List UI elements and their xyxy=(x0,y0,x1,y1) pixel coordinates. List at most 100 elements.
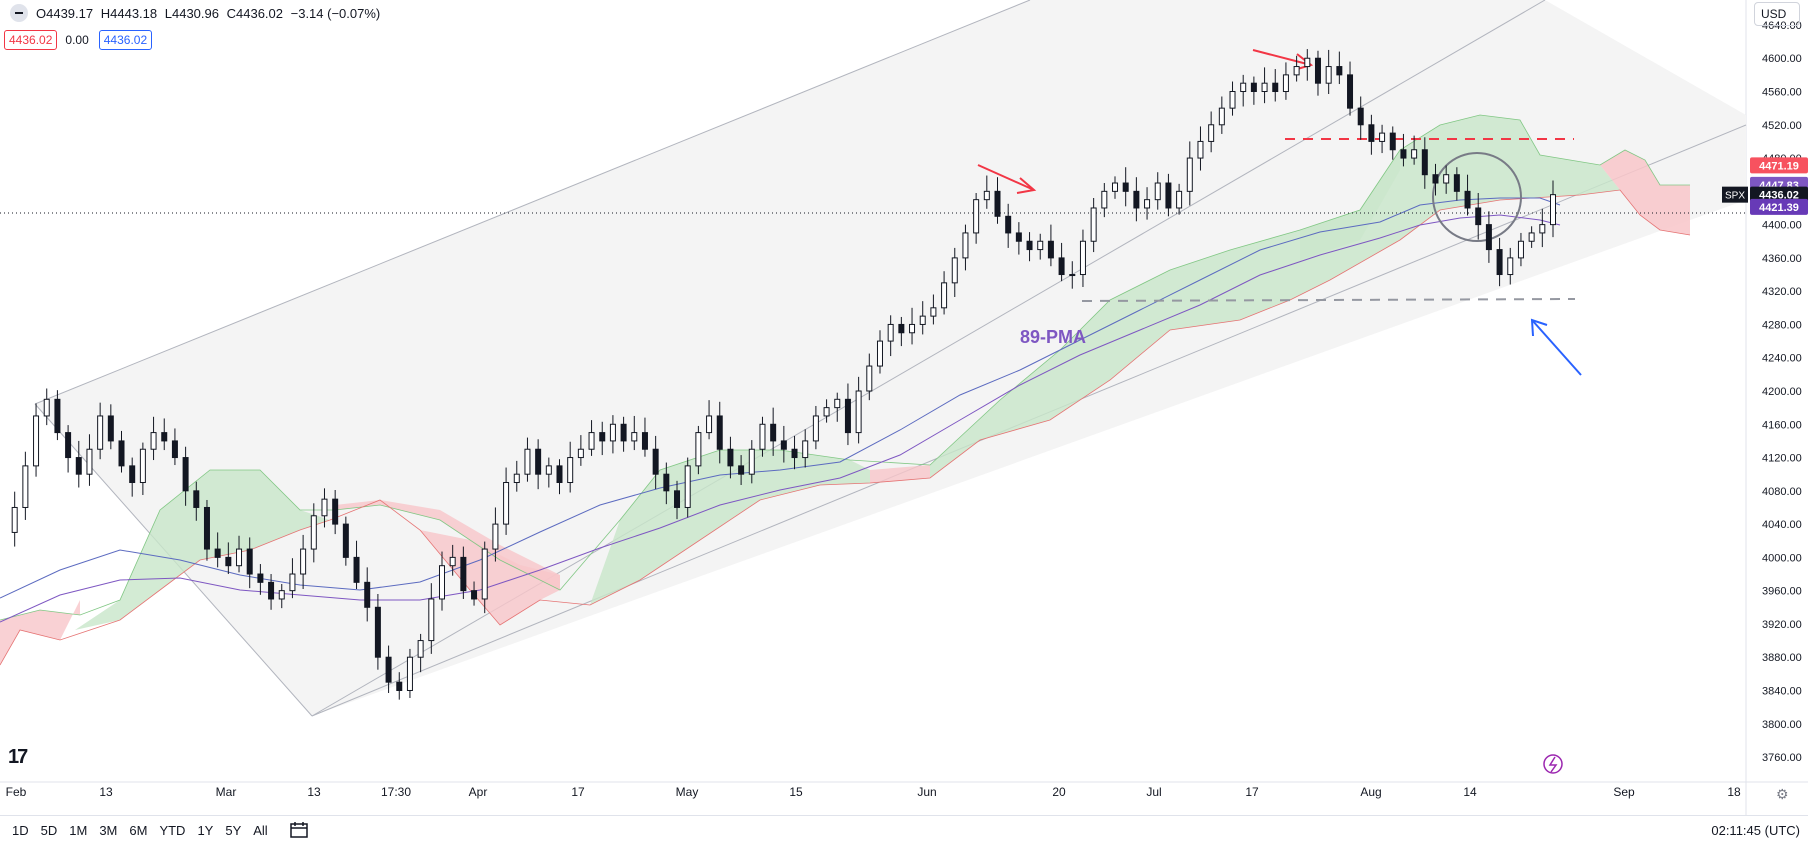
candle-body xyxy=(802,440,809,459)
candle-body xyxy=(1208,124,1215,142)
price-tick-label: 4280.00 xyxy=(1762,319,1802,331)
time-axis[interactable]: Feb 13 Mar 13 17:30 Apr 17 May 15 Jun 20 Jul 17 Aug 14… xyxy=(6,785,1741,799)
range-ytd[interactable]: YTD xyxy=(159,822,186,838)
candle-body xyxy=(203,506,210,550)
candle-body xyxy=(855,390,862,434)
candle-body xyxy=(1475,207,1482,226)
candle-body xyxy=(193,490,200,508)
candle-body xyxy=(1015,232,1022,242)
range-1d[interactable]: 1D xyxy=(12,822,29,838)
candle-body xyxy=(428,598,435,642)
candle-body xyxy=(54,398,61,434)
candle-body xyxy=(1112,182,1119,192)
candle-body xyxy=(1453,174,1460,192)
candle-body xyxy=(866,365,873,392)
price-label-box xyxy=(1750,157,1808,174)
lightning-icon[interactable] xyxy=(1543,754,1563,774)
candle-body xyxy=(1485,224,1492,251)
candle-body xyxy=(759,423,766,450)
candle-body xyxy=(182,457,189,492)
time-tick-label: 18 xyxy=(1727,785,1741,799)
range-5d[interactable]: 5D xyxy=(40,822,58,838)
time-tick-label: 17:30 xyxy=(381,785,411,799)
tradingview-logo[interactable]: 17 xyxy=(8,746,28,768)
candle-body xyxy=(994,190,1001,217)
candle-body xyxy=(374,606,381,658)
range-3m[interactable]: 3M xyxy=(99,822,118,838)
candle-body xyxy=(556,465,563,484)
candle-body xyxy=(1314,57,1321,84)
candle-body xyxy=(342,523,349,558)
price-tick-label: 3960.00 xyxy=(1762,586,1802,598)
price-tick-label: 4600.00 xyxy=(1762,53,1802,65)
open-value: O4439.17 xyxy=(36,5,94,21)
candle-body xyxy=(983,190,990,201)
candle-body xyxy=(471,590,478,600)
price-label-text: 4436.02 xyxy=(1759,190,1799,202)
candle-body xyxy=(417,640,424,658)
candle-body xyxy=(684,465,691,508)
time-tick-label: 13 xyxy=(307,785,321,799)
price-tick-label: 4520.00 xyxy=(1762,120,1802,132)
time-tick-label: 17 xyxy=(1245,785,1259,799)
high-value: H4443.18 xyxy=(100,5,158,21)
candle-body xyxy=(11,506,18,533)
settings-gear-icon[interactable]: ⚙ xyxy=(1776,786,1789,802)
highlight-circle xyxy=(1432,152,1522,242)
candle-body xyxy=(695,432,702,467)
candle-body xyxy=(1026,240,1033,251)
candle-body xyxy=(1240,82,1247,93)
range-1m[interactable]: 1M xyxy=(69,822,88,838)
candle-body xyxy=(353,556,360,583)
currency-selector[interactable]: USD xyxy=(1754,2,1800,26)
candle-body xyxy=(962,232,969,259)
candle-body xyxy=(1464,190,1471,209)
candle-body xyxy=(1186,157,1193,192)
candle-body xyxy=(1154,182,1161,201)
candle-body xyxy=(1047,240,1054,259)
clock-display[interactable]: 02:11:45 (UTC) xyxy=(1711,822,1800,838)
change-value: −3.14 (−0.07%) xyxy=(290,5,381,21)
price-tick-label: 4040.00 xyxy=(1762,519,1802,531)
price-tick-label: 4240.00 xyxy=(1762,353,1802,365)
price-tick-label: 4200.00 xyxy=(1762,386,1802,398)
candle-body xyxy=(268,581,275,600)
time-tick-label: Mar xyxy=(216,785,237,799)
candle-body xyxy=(332,498,339,525)
candle-body xyxy=(385,656,392,683)
price-label-box xyxy=(1750,198,1808,215)
cloud-bull-4 xyxy=(1300,150,1400,260)
candle-body xyxy=(1090,207,1097,242)
time-tick-label: Jun xyxy=(917,785,936,799)
date-range-icon[interactable] xyxy=(289,822,308,838)
symbol-tag xyxy=(1722,186,1748,203)
candle-body xyxy=(43,398,50,417)
indicator-mid-value: 0.00 xyxy=(65,33,89,47)
range-6m[interactable]: 6M xyxy=(129,822,148,838)
close-value: C4436.02 xyxy=(226,5,283,21)
candle-body xyxy=(727,448,734,467)
time-tick-label: Sep xyxy=(1613,785,1635,799)
candle-body xyxy=(1293,66,1300,76)
candle-body xyxy=(1218,107,1225,126)
candle-body xyxy=(460,556,467,592)
price-chart[interactable]: 89-PMA 3760.00 3800.00 3840.00 3880.00 3920.… xyxy=(0,0,1808,815)
legend-bar: O4439.17 H4443.18 L4430.96 C4436.02 −3.1… xyxy=(0,0,384,26)
candle-body xyxy=(1058,257,1065,276)
time-tick-label: 20 xyxy=(1052,785,1066,799)
candle-body xyxy=(1197,140,1204,159)
range-5y[interactable]: 5Y xyxy=(225,822,242,838)
time-tick-label: Apr xyxy=(469,785,488,799)
range-all[interactable]: All xyxy=(253,822,268,838)
price-tick-label: 3880.00 xyxy=(1762,652,1802,664)
candle-body xyxy=(909,323,916,334)
price-axis[interactable]: 3760.00 3800.00 3840.00 3880.00 3920.00 3960.… xyxy=(1762,20,1802,764)
channel-fill xyxy=(35,0,1746,716)
price-tick-label: 4320.00 xyxy=(1762,286,1802,298)
candle-body xyxy=(663,473,670,492)
cloud-bear-4 xyxy=(870,465,930,483)
candle-body xyxy=(1432,174,1439,184)
collapse-legend-icon[interactable] xyxy=(10,4,28,22)
range-1y[interactable]: 1Y xyxy=(197,822,214,838)
candle-body xyxy=(310,515,317,550)
